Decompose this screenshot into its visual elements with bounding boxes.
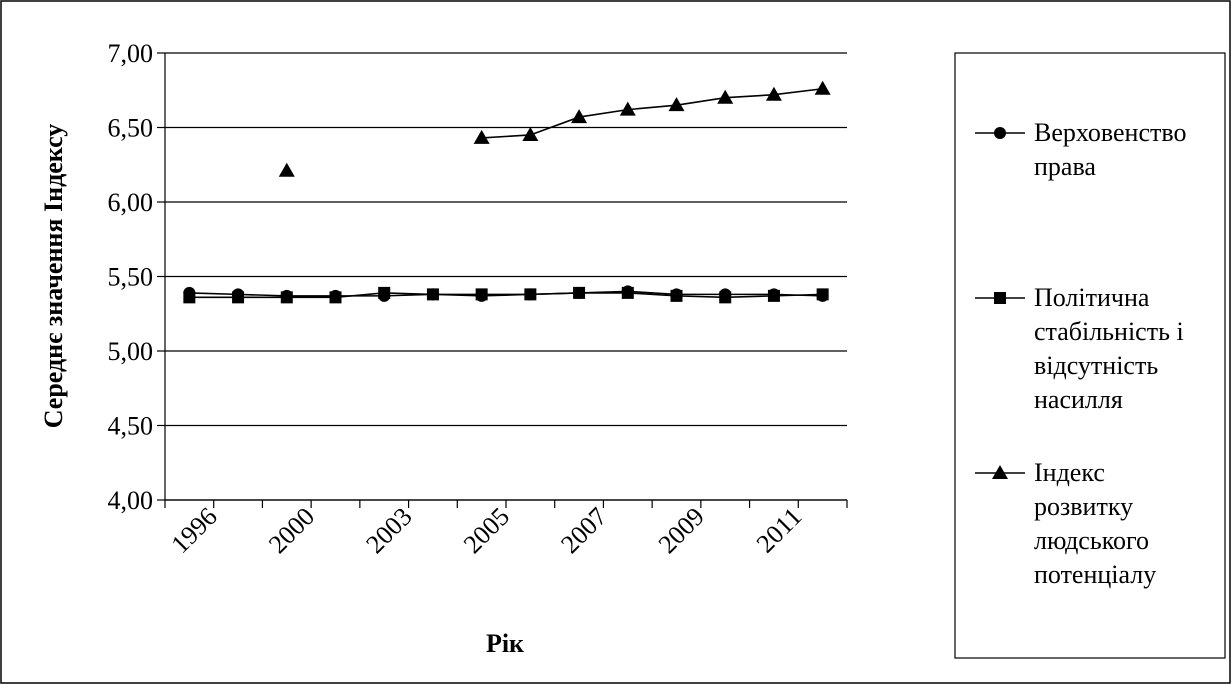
point-political-stability — [280, 291, 293, 304]
y-tick-label: 5,00 — [108, 337, 154, 366]
y-tick-labels: 4,00 4,50 5,00 5,50 6,00 6,50 7,00 — [108, 39, 154, 515]
point-hdi — [765, 86, 782, 101]
point-political-stability — [378, 286, 391, 299]
point-hdi — [473, 129, 490, 144]
x-axis-title: Рік — [486, 629, 524, 658]
series — [183, 80, 831, 304]
series-line-hdi — [481, 87, 823, 139]
legend-label: Верховенство права — [1034, 118, 1186, 181]
point-political-stability — [232, 291, 245, 304]
point-political-stability — [621, 286, 634, 299]
legend-box — [954, 52, 1226, 659]
y-tick-label: 7,00 — [108, 39, 154, 68]
point-hdi — [278, 162, 295, 177]
y-tick-label: 6,50 — [108, 114, 154, 143]
point-hdi — [619, 101, 636, 116]
legend-label: Політична стабільність і відсутність насилл… — [1034, 283, 1184, 414]
point-hdi — [717, 89, 734, 104]
point-political-stability — [719, 291, 732, 304]
legend-marker — [994, 292, 1006, 304]
point-political-stability — [524, 288, 537, 301]
legend-marker — [994, 127, 1006, 139]
point-hdi — [814, 80, 831, 95]
point-political-stability — [426, 288, 439, 301]
series-line-political-stability — [189, 292, 823, 299]
y-tick-label: 5,50 — [108, 263, 154, 292]
point-hdi — [571, 109, 588, 124]
y-axis-title: Середнє значення Індексу — [39, 124, 68, 429]
y-tick-label: 4,50 — [108, 412, 154, 441]
point-political-stability — [573, 286, 586, 299]
axes — [157, 52, 848, 508]
point-political-stability — [329, 291, 342, 304]
legend: Верховенство права Політична стабільність і… — [954, 52, 1226, 659]
legend-label: Індекс розвитку людського потенціалу — [1034, 458, 1156, 589]
point-political-stability — [475, 288, 488, 301]
y-tick-label: 4,00 — [108, 486, 154, 515]
point-political-stability — [670, 289, 683, 302]
point-political-stability — [767, 289, 780, 302]
point-hdi — [668, 97, 685, 112]
y-tick-label: 6,00 — [108, 188, 154, 217]
point-political-stability — [183, 291, 196, 304]
point-hdi — [522, 126, 539, 141]
legend-marker — [992, 465, 1008, 479]
point-political-stability — [816, 288, 829, 301]
